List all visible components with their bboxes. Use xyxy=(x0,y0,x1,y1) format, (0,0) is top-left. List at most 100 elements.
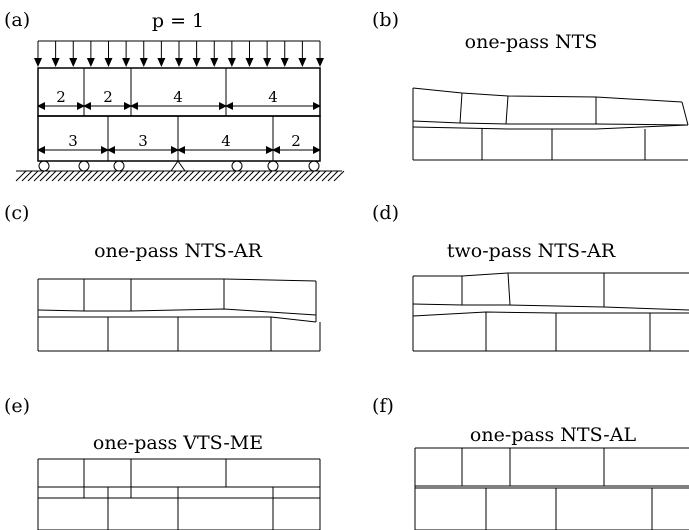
hatch-line xyxy=(153,170,165,182)
hatch-line xyxy=(51,170,63,182)
panel-label-e: (e) xyxy=(4,395,30,417)
load-arrow-head xyxy=(122,58,131,67)
load-arrow-head xyxy=(104,58,113,67)
hatch-line xyxy=(249,170,261,182)
load-arrow-head xyxy=(192,58,201,67)
mesh-edge xyxy=(37,308,317,316)
mesh-edge xyxy=(412,87,683,103)
hatch-line xyxy=(93,170,105,182)
mesh-edge xyxy=(459,92,463,124)
mesh-edge xyxy=(412,120,689,126)
panel-b: (b) one-pass NTS xyxy=(372,9,689,161)
panel-label-b: (b) xyxy=(372,9,399,31)
hatch-line xyxy=(99,170,111,182)
hatch-line xyxy=(309,170,321,182)
hatch-line xyxy=(279,170,291,182)
hatch-line xyxy=(333,170,345,182)
distributed-load-arrows xyxy=(34,40,324,67)
lower-layer xyxy=(37,115,321,162)
dimension-label: 3 xyxy=(138,132,148,150)
hatch-line xyxy=(183,170,195,182)
dimension-label: 2 xyxy=(291,132,301,150)
roller-support xyxy=(38,160,50,172)
hatch-line xyxy=(243,170,255,182)
mesh-edge xyxy=(412,311,689,317)
deformed-mesh-b xyxy=(412,87,689,161)
panel-f: (f) one-pass NTS-AL xyxy=(372,395,689,530)
mesh-edge xyxy=(412,124,689,130)
hatch-line xyxy=(69,170,81,182)
panel-e: (e) one-pass VTS-ME xyxy=(4,395,321,530)
ground-hatch xyxy=(15,170,345,182)
hatch-line xyxy=(171,170,183,182)
panel-title-c: one-pass NTS-AR xyxy=(94,240,263,262)
panel-title-f: one-pass NTS-AL xyxy=(470,424,637,446)
panel-label-f: (f) xyxy=(372,395,394,417)
hatch-line xyxy=(111,170,123,182)
panel-title-b: one-pass NTS xyxy=(465,31,598,53)
hatch-line xyxy=(159,170,171,182)
mesh-edge xyxy=(38,316,317,323)
hatch-line xyxy=(39,170,51,182)
dimension-label: 3 xyxy=(68,132,78,150)
ground xyxy=(15,170,345,182)
lower-dimensions: 3 3 4 2 xyxy=(37,132,321,154)
hatch-line xyxy=(213,170,225,182)
hatch-line xyxy=(327,170,339,182)
load-arrow-head xyxy=(280,58,289,67)
deformed-mesh-e xyxy=(37,458,321,530)
dimension-label: 4 xyxy=(173,88,183,106)
hatch-line xyxy=(303,170,315,182)
mesh-edge xyxy=(412,303,689,311)
hatch-line xyxy=(267,170,279,182)
upper-dimensions: 2 2 4 4 xyxy=(37,88,321,110)
hatch-line xyxy=(195,170,207,182)
mesh-edge xyxy=(38,278,317,282)
hatch-line xyxy=(75,170,87,182)
hatch-line xyxy=(27,170,39,182)
load-arrow-head xyxy=(69,58,78,67)
pin-support xyxy=(170,160,186,172)
dimension-label: 2 xyxy=(56,88,66,106)
hatch-line xyxy=(189,170,201,182)
panel-title-d: two-pass NTS-AR xyxy=(447,240,616,262)
hatch-line xyxy=(105,170,117,182)
hatch-line xyxy=(15,170,27,182)
load-arrow-head xyxy=(157,58,166,67)
panel-a: (a) p = 1 2 2 4 4 xyxy=(4,9,345,182)
hatch-line xyxy=(63,170,75,182)
hatch-line xyxy=(177,170,189,182)
mesh-edge xyxy=(507,272,511,306)
hatch-line xyxy=(273,170,285,182)
roller-support xyxy=(308,160,320,172)
panel-title-e: one-pass VTS-ME xyxy=(93,432,263,454)
hatch-line xyxy=(207,170,219,182)
hatch-line xyxy=(165,170,177,182)
hatch-line xyxy=(87,170,99,182)
hatch-line xyxy=(261,170,273,182)
load-arrow-head xyxy=(316,58,324,67)
hatch-line xyxy=(237,170,249,182)
load-arrow-head xyxy=(86,58,95,67)
hatch-line xyxy=(123,170,135,182)
hatch-line xyxy=(117,170,129,182)
roller-support xyxy=(267,160,279,172)
hatch-line xyxy=(141,170,153,182)
hatch-line xyxy=(315,170,327,182)
hatch-line xyxy=(45,170,57,182)
hatch-line xyxy=(297,170,309,182)
supports xyxy=(38,160,320,172)
panel-label-a: (a) xyxy=(4,9,30,31)
hatch-line xyxy=(291,170,303,182)
dimension-label: 2 xyxy=(103,88,113,106)
load-arrow-head xyxy=(51,58,60,67)
load-label: p = 1 xyxy=(152,10,204,32)
hatch-line xyxy=(219,170,231,182)
hatch-line xyxy=(225,170,237,182)
panel-label-c: (c) xyxy=(4,202,29,224)
mesh-edge xyxy=(413,272,689,277)
hatch-line xyxy=(285,170,297,182)
hatch-line xyxy=(201,170,213,182)
hatch-line xyxy=(21,170,33,182)
